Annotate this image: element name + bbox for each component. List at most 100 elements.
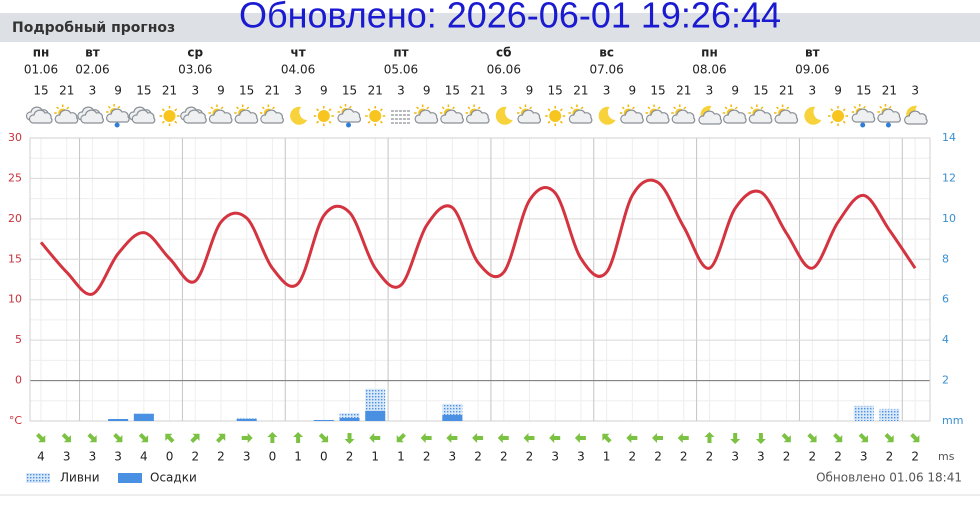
cloud xyxy=(877,108,901,123)
sun-ray xyxy=(853,105,857,109)
day-date: 09.06 xyxy=(795,63,829,77)
wind-speed: 4 xyxy=(37,450,45,464)
wind-speed: 3 xyxy=(757,450,765,464)
weather-icon xyxy=(568,104,593,124)
sun-ray xyxy=(863,105,866,109)
y-tick-label: 5 xyxy=(15,333,22,346)
sun-ray xyxy=(246,106,250,110)
sun xyxy=(369,110,382,122)
sun-ray xyxy=(174,108,178,112)
wind-arrow xyxy=(807,433,817,443)
sun-ray xyxy=(477,106,481,110)
weather-icon xyxy=(598,106,616,125)
day-name: сб xyxy=(496,46,512,60)
wind-arrow xyxy=(704,432,715,443)
sun-ray xyxy=(683,106,687,110)
day-name: вт xyxy=(805,46,820,60)
cloud xyxy=(414,109,439,124)
wind-speed: 2 xyxy=(217,450,225,464)
wind-speed: 2 xyxy=(474,450,482,464)
sun-ray xyxy=(117,105,121,109)
cloud xyxy=(698,110,722,125)
sun-ray xyxy=(657,106,661,110)
cloud xyxy=(465,109,490,124)
weather-icon xyxy=(414,104,439,124)
wind-speed: 2 xyxy=(629,450,637,464)
day-name: чт xyxy=(290,46,305,60)
wind-arrow xyxy=(574,433,586,443)
weather-icon xyxy=(290,106,308,125)
sun-ray xyxy=(316,120,320,124)
weather-icon xyxy=(516,104,542,124)
sun-ray xyxy=(842,108,846,112)
hour-label: 15 xyxy=(753,84,768,98)
hour-label: 21 xyxy=(882,84,897,98)
wind-speed: 0 xyxy=(320,450,328,464)
weather-icon xyxy=(722,104,747,124)
wind-arrow xyxy=(884,433,894,443)
wind-arrow xyxy=(626,433,638,443)
precip-bar xyxy=(442,414,463,421)
hour-label: 15 xyxy=(239,84,254,98)
sun-ray xyxy=(380,120,383,124)
y-tick-label: 30 xyxy=(8,131,22,144)
sun-ray xyxy=(842,120,846,124)
wind-speed: 0 xyxy=(166,450,174,464)
precip-bar xyxy=(339,417,360,421)
sun-ray xyxy=(559,108,563,112)
overlay-timestamp: Обновлено: 2026-06-01 19:26:44 xyxy=(239,0,781,36)
y-tick-label: 0 xyxy=(15,374,22,387)
y2-tick-label: 8 xyxy=(942,252,949,265)
hour-label: 3 xyxy=(911,84,919,98)
weather-icon xyxy=(748,104,773,124)
sun-ray xyxy=(161,108,165,112)
wind-arrow xyxy=(497,433,509,443)
day-name: вс xyxy=(599,46,614,60)
y-tick-label: °C xyxy=(9,414,23,427)
legend-swatch xyxy=(26,473,50,483)
wind-speed: 1 xyxy=(371,450,379,464)
sun-ray xyxy=(724,106,728,110)
wind-speed: 3 xyxy=(731,450,739,464)
wind-arrow xyxy=(61,433,71,443)
hour-label: 9 xyxy=(423,84,431,98)
sun-ray xyxy=(367,108,371,112)
wind-arrow xyxy=(910,433,920,443)
cloud xyxy=(723,109,747,124)
weather-icon xyxy=(159,106,180,126)
day-date: 07.06 xyxy=(589,63,623,77)
wind-speed: 3 xyxy=(114,450,122,464)
day-name: вт xyxy=(85,46,100,60)
weather-icon xyxy=(698,105,722,125)
sun-ray xyxy=(416,106,419,110)
weather-icon xyxy=(128,106,156,124)
wind-speed: 2 xyxy=(191,450,199,464)
wind-speed: 2 xyxy=(346,450,354,464)
rain-drop xyxy=(346,122,352,128)
sun-ray xyxy=(830,108,834,112)
wind-speed: 1 xyxy=(397,450,405,464)
y2-tick-label: 2 xyxy=(942,374,949,387)
day-date: 05.06 xyxy=(384,63,418,77)
weather-icon xyxy=(365,106,386,126)
weather-icon xyxy=(180,106,207,124)
day-name: пн xyxy=(33,46,50,60)
wind-arrow xyxy=(602,433,612,443)
sun-ray xyxy=(339,105,343,109)
wind-arrow xyxy=(420,433,432,443)
wind-arrow xyxy=(369,433,381,443)
sun-ray xyxy=(547,120,551,124)
hour-label: 15 xyxy=(856,84,871,98)
wind-speed: 2 xyxy=(911,450,919,464)
hour-label: 21 xyxy=(59,84,74,98)
y2-tick-label: 10 xyxy=(942,212,956,225)
precip-bar xyxy=(133,413,154,421)
day-date: 02.06 xyxy=(75,63,109,77)
sun-ray xyxy=(570,106,574,110)
weather-icon xyxy=(545,106,566,126)
cloud xyxy=(131,109,156,124)
wind-speed: 2 xyxy=(886,450,894,464)
hour-label: 9 xyxy=(320,84,328,98)
hour-label: 21 xyxy=(368,84,383,98)
